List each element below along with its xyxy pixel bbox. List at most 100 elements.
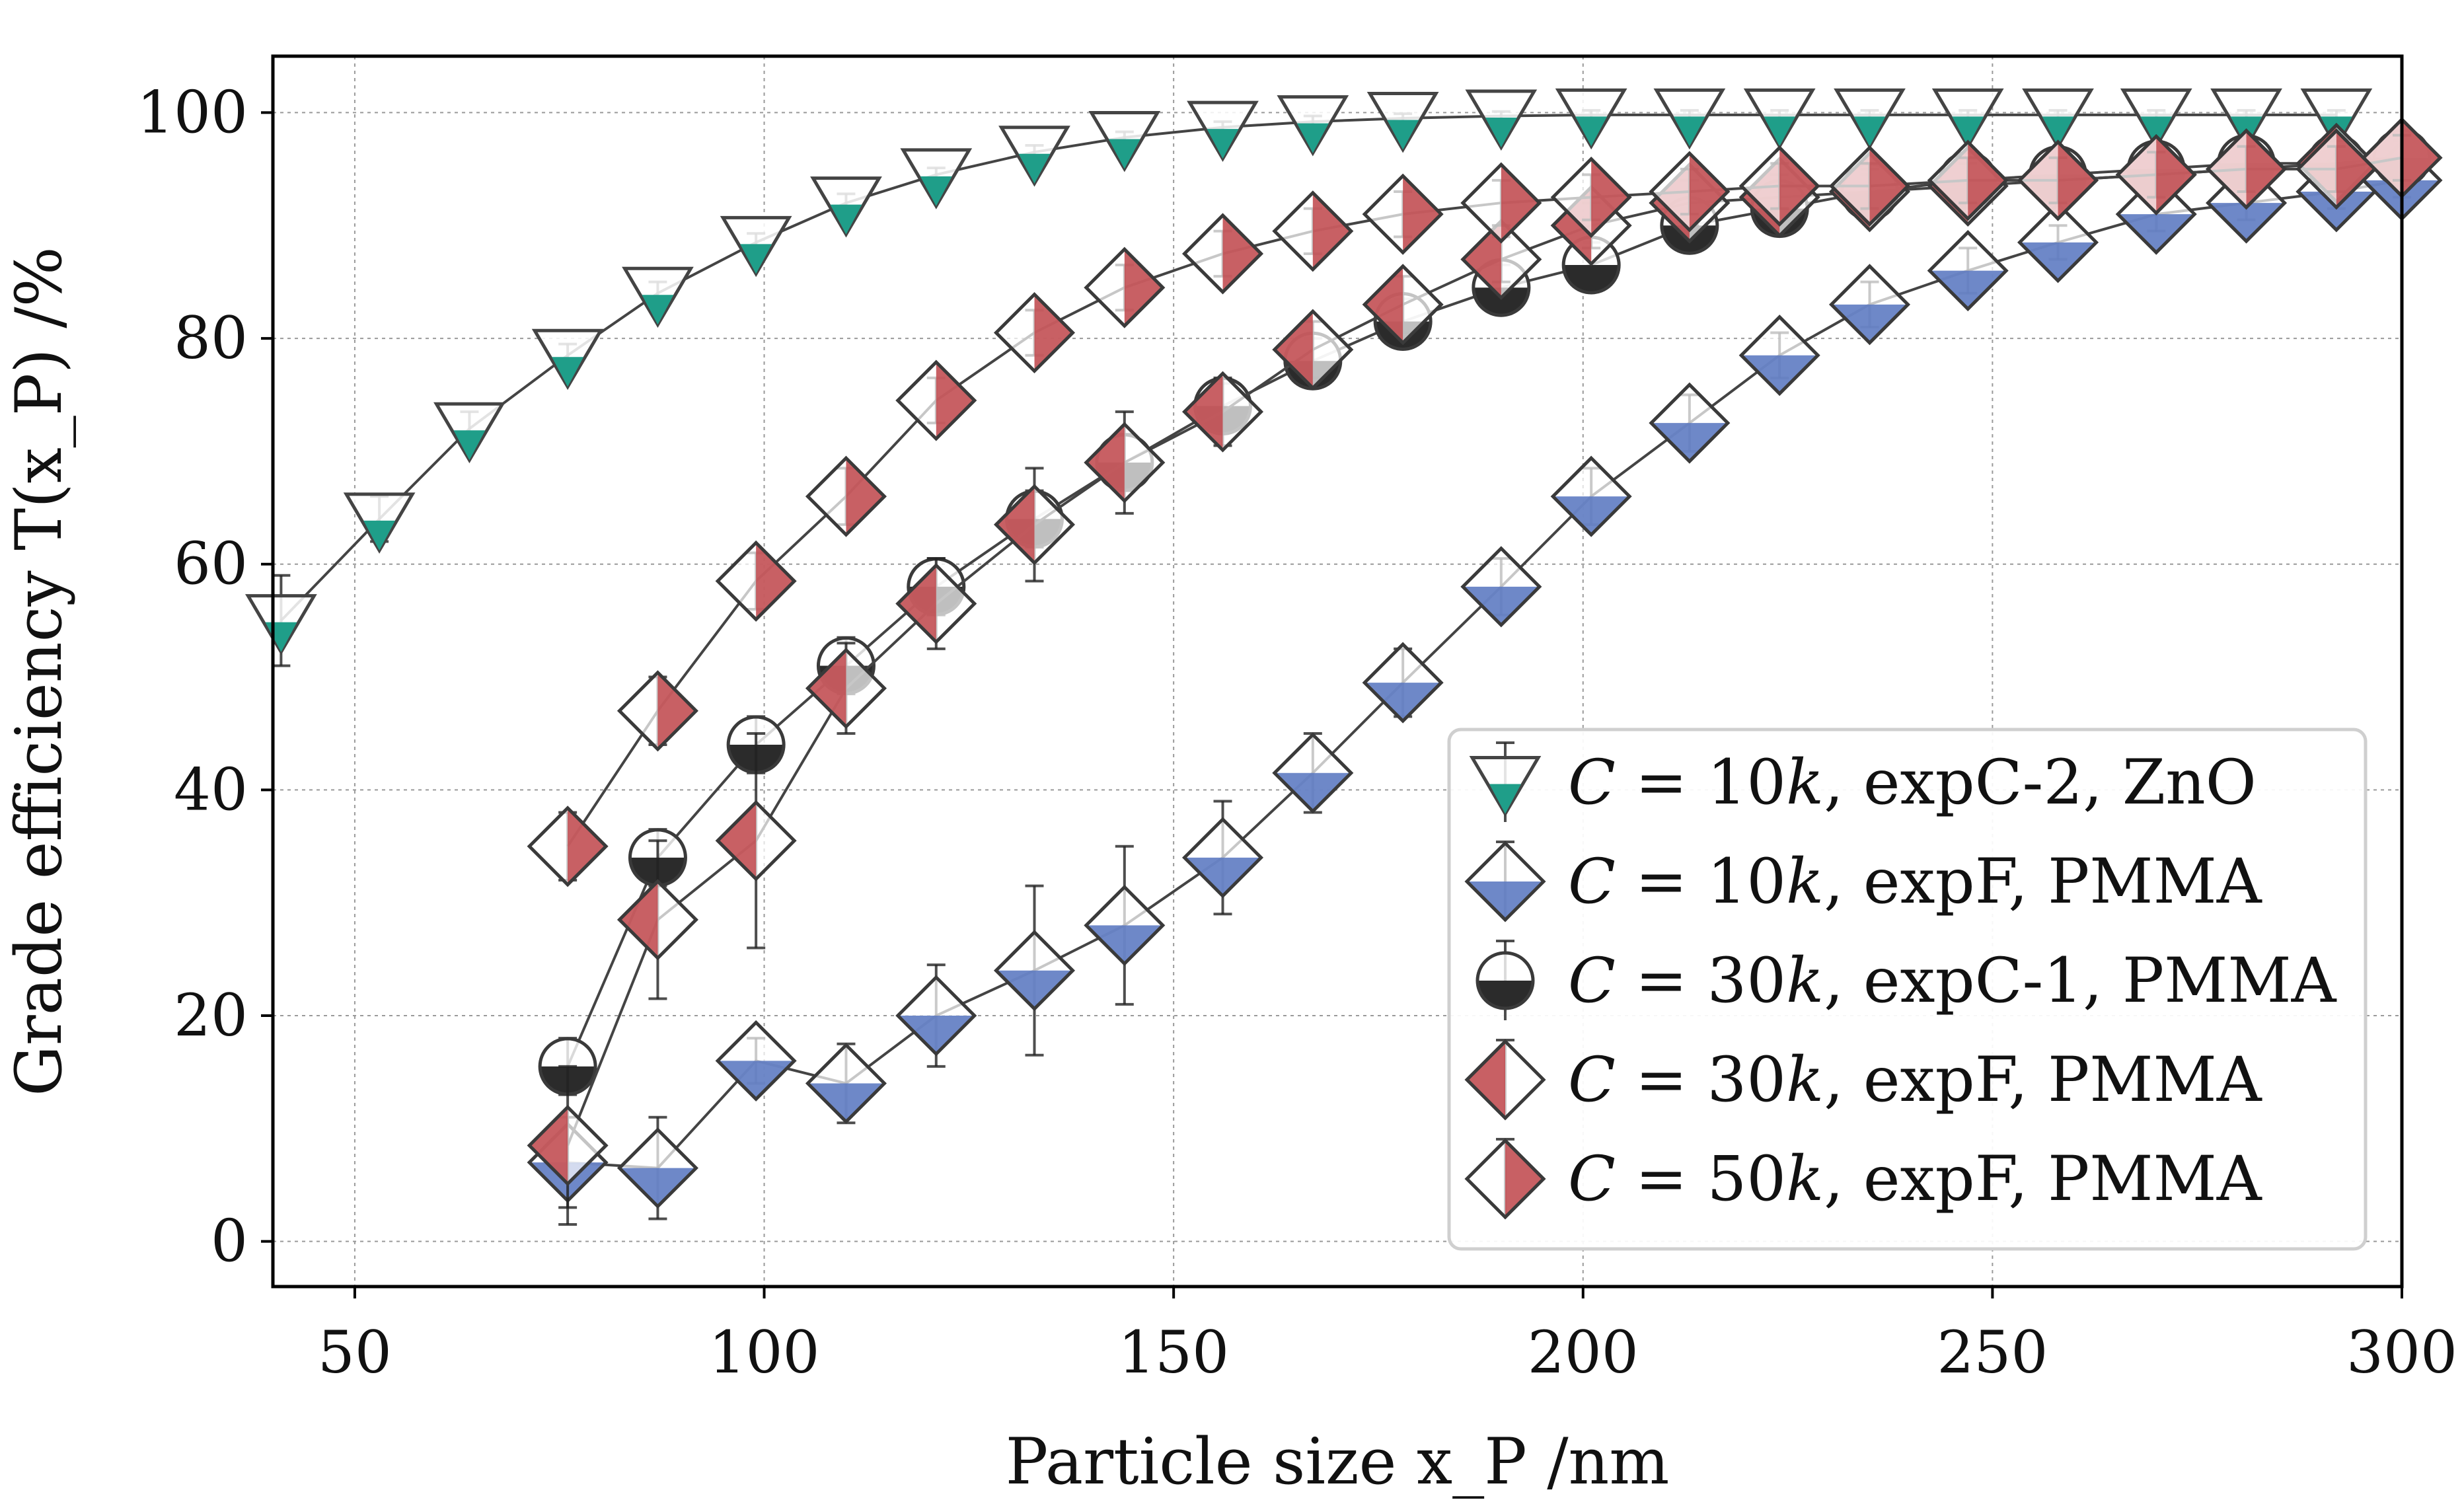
data-point bbox=[2017, 202, 2099, 283]
data-point bbox=[1084, 246, 1166, 328]
series-layer bbox=[245, 88, 2443, 1226]
data-point bbox=[1460, 546, 1542, 628]
legend-marker bbox=[1464, 841, 1546, 922]
data-point bbox=[715, 1020, 797, 1102]
data-point bbox=[2115, 133, 2197, 215]
data-point bbox=[616, 670, 698, 752]
legend-marker bbox=[1469, 756, 1542, 817]
data-point bbox=[993, 484, 1076, 566]
plot-frame bbox=[271, 54, 2404, 1289]
series-5 bbox=[527, 117, 2443, 887]
data-point bbox=[715, 800, 797, 881]
data-point bbox=[993, 930, 1076, 1012]
data-point bbox=[1181, 371, 1264, 453]
data-point bbox=[805, 455, 887, 537]
data-point bbox=[1084, 884, 1166, 966]
data-point bbox=[1834, 88, 1906, 150]
data-point bbox=[1366, 91, 1439, 153]
data-point bbox=[527, 1104, 609, 1187]
x-tick-label: 200 bbox=[1528, 1318, 1639, 1386]
data-point bbox=[1653, 88, 1726, 150]
data-point bbox=[1738, 145, 1820, 227]
data-point bbox=[1460, 162, 1542, 244]
data-point bbox=[1181, 213, 1264, 295]
data-point bbox=[1460, 218, 1542, 301]
axis-ticks: 50 100 150 200 250 300 0 20 40 60 80 100 bbox=[137, 78, 2457, 1386]
data-point bbox=[1084, 422, 1166, 504]
data-point bbox=[2017, 139, 2099, 221]
data-point bbox=[1555, 88, 1627, 150]
y-tick-label: 60 bbox=[174, 530, 248, 598]
data-point bbox=[1550, 455, 1632, 537]
data-point bbox=[1362, 642, 1444, 724]
legend-marker bbox=[1475, 951, 1535, 1010]
data-point bbox=[1187, 100, 1259, 163]
y-axis-title: Grade efficiency T(x_P) /% bbox=[2, 246, 76, 1096]
y-tick-label: 20 bbox=[174, 981, 248, 1049]
data-point bbox=[616, 1127, 698, 1209]
data-point bbox=[1181, 817, 1264, 899]
x-tick-label: 50 bbox=[318, 1318, 392, 1386]
legend-entry-label: C = 10k, expF, PMMA bbox=[1568, 846, 2262, 918]
data-point bbox=[715, 540, 797, 622]
legend-marker bbox=[1464, 1039, 1546, 1121]
data-point bbox=[900, 148, 973, 209]
legend: C = 10k, expC-2, ZnO C = 10k, expF, PMMA C… bbox=[1447, 728, 2368, 1251]
data-point bbox=[2022, 88, 2094, 150]
y-tick-label: 40 bbox=[174, 755, 248, 823]
data-point bbox=[805, 648, 887, 730]
data-point bbox=[720, 215, 792, 278]
data-point bbox=[998, 126, 1070, 187]
legend-entry-label: C = 30k, expF, PMMA bbox=[1568, 1044, 2262, 1116]
x-tick-label: 100 bbox=[709, 1318, 820, 1386]
data-point bbox=[531, 328, 604, 391]
legend-marker bbox=[1464, 1138, 1546, 1220]
data-point bbox=[1828, 264, 1911, 346]
data-point bbox=[527, 806, 609, 887]
legend-entry-label: C = 30k, expC-1, PMMA bbox=[1568, 945, 2337, 1017]
y-tick-label: 0 bbox=[211, 1207, 248, 1275]
y-tick-label: 100 bbox=[137, 78, 248, 146]
x-tick-label: 250 bbox=[1937, 1318, 2048, 1386]
data-point bbox=[895, 359, 977, 441]
legend-entry-label: C = 10k, expC-2, ZnO bbox=[1568, 747, 2257, 819]
data-point bbox=[622, 266, 694, 328]
data-point bbox=[2206, 128, 2288, 210]
data-point bbox=[1272, 732, 1354, 814]
data-point bbox=[895, 975, 977, 1057]
x-axis-title: Particle size x_P /nm bbox=[1006, 1425, 1670, 1499]
data-point bbox=[1465, 89, 1538, 151]
y-tick-label: 80 bbox=[174, 304, 248, 372]
data-point bbox=[1927, 230, 2009, 312]
x-tick-label: 150 bbox=[1118, 1318, 1229, 1386]
data-point bbox=[1828, 145, 1911, 227]
data-point bbox=[343, 492, 416, 554]
data-point bbox=[810, 176, 882, 238]
x-tick-label: 300 bbox=[2346, 1318, 2457, 1386]
data-point bbox=[805, 1042, 887, 1125]
legend-entry-label: C = 50k, expF, PMMA bbox=[1568, 1143, 2262, 1215]
data-point bbox=[1277, 95, 1349, 157]
axis-titles: Particle size x_P /nm Grade efficiency T(… bbox=[2, 246, 1669, 1499]
data-point bbox=[1743, 88, 1816, 150]
data-point bbox=[1649, 151, 1731, 233]
data-point bbox=[1362, 264, 1444, 346]
data-point bbox=[1272, 190, 1354, 272]
data-point bbox=[433, 402, 505, 464]
data-point bbox=[1272, 309, 1354, 391]
data-point bbox=[1088, 110, 1161, 172]
data-point bbox=[1931, 88, 2004, 150]
data-point bbox=[895, 562, 977, 645]
data-point bbox=[993, 291, 1076, 374]
data-point bbox=[2120, 88, 2192, 150]
data-point bbox=[1649, 382, 1731, 464]
series-1 bbox=[245, 88, 2373, 667]
data-point bbox=[1927, 139, 2009, 221]
data-point bbox=[1738, 315, 1820, 396]
data-point bbox=[616, 879, 698, 961]
data-point bbox=[1362, 173, 1444, 255]
data-point bbox=[1550, 156, 1632, 239]
data-point bbox=[2296, 128, 2377, 210]
legend-box bbox=[1447, 728, 2368, 1251]
